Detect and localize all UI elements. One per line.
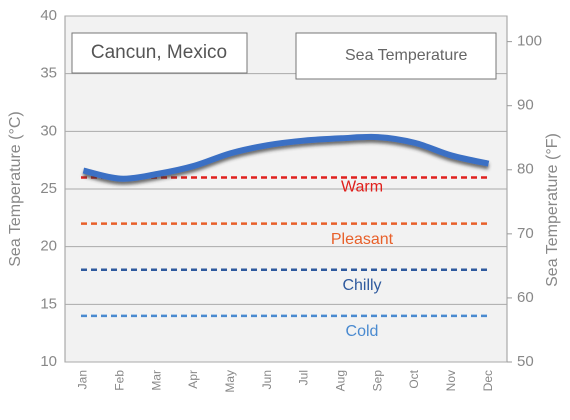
x-tick-label: Jul <box>297 370 311 385</box>
y2-tick-label: 80 <box>517 161 534 178</box>
x-tick-label: Oct <box>407 369 421 388</box>
x-tick-label: Aug <box>333 370 347 391</box>
x-tick-label: Jun <box>260 370 274 389</box>
y2-axis-label: Sea Temperature (°F) <box>544 133 561 287</box>
threshold-label: Chilly <box>342 277 381 294</box>
x-tick-label: Apr <box>186 370 200 389</box>
x-tick-label: Feb <box>112 370 126 391</box>
y-tick-label: 10 <box>40 353 57 370</box>
x-tick-label: Jan <box>76 370 90 389</box>
threshold-label: Warm <box>341 179 383 196</box>
y-tick-label: 15 <box>40 295 57 312</box>
x-tick-label: May <box>223 370 237 393</box>
y2-tick-label: 70 <box>517 225 534 242</box>
y2-tick-label: 60 <box>517 289 534 306</box>
x-tick-label: Mar <box>149 370 163 391</box>
y-tick-label: 20 <box>40 238 57 255</box>
title-box <box>71 32 248 74</box>
x-tick-label: Dec <box>481 370 495 391</box>
threshold-label: Pleasant <box>331 231 394 248</box>
y2-tick-label: 100 <box>517 33 542 50</box>
y-tick-label: 30 <box>40 122 57 139</box>
y-tick-label: 25 <box>40 180 57 197</box>
y2-tick-label: 50 <box>517 353 534 370</box>
legend <box>295 32 497 80</box>
legend-label: Sea Temperature <box>345 47 468 64</box>
series-line <box>82 133 490 182</box>
threshold-label: Cold <box>346 323 379 340</box>
x-tick-label: Nov <box>444 370 458 391</box>
y-axis-label: Sea Temperature (°C) <box>7 111 24 267</box>
x-tick-label: Sep <box>370 370 384 392</box>
chart-title: Cancun, Mexico <box>91 42 227 63</box>
y-tick-label: 40 <box>40 7 57 24</box>
y2-tick-label: 90 <box>517 97 534 114</box>
y-tick-label: 35 <box>40 65 57 82</box>
